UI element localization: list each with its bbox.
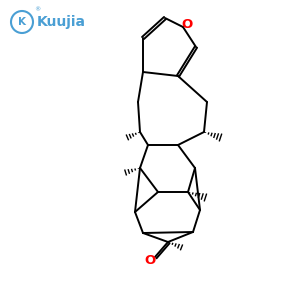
Text: K: K: [18, 17, 26, 27]
Text: O: O: [144, 254, 156, 268]
Text: ®: ®: [34, 7, 40, 12]
Text: Kuujia: Kuujia: [37, 15, 86, 29]
Text: O: O: [182, 19, 193, 32]
